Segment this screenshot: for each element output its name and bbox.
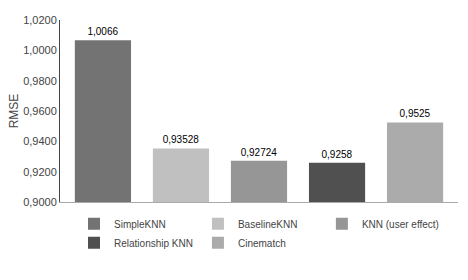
svg-text:0,9200: 0,9200 [23,166,57,178]
svg-text:1,0200: 1,0200 [23,14,57,26]
svg-text:0,9525: 0,9525 [400,108,431,119]
svg-text:KNN (user effect): KNN (user effect) [362,219,439,230]
svg-text:RMSE: RMSE [7,94,21,129]
svg-text:0,9400: 0,9400 [23,135,57,147]
svg-text:0,9258: 0,9258 [322,149,353,160]
svg-text:SimpleKNN: SimpleKNN [114,219,166,230]
svg-text:0,92724: 0,92724 [241,147,278,158]
svg-text:0,9000: 0,9000 [23,196,57,208]
svg-text:0,9600: 0,9600 [23,105,57,117]
svg-text:0,9800: 0,9800 [23,75,57,87]
svg-text:Relationship KNN: Relationship KNN [114,238,193,249]
svg-text:1,0000: 1,0000 [23,44,57,56]
svg-text:0,93528: 0,93528 [163,134,200,145]
svg-text:1,0066: 1,0066 [87,26,118,37]
svg-text:BaselineKNN: BaselineKNN [238,219,297,230]
svg-text:Cinematch: Cinematch [238,238,286,249]
